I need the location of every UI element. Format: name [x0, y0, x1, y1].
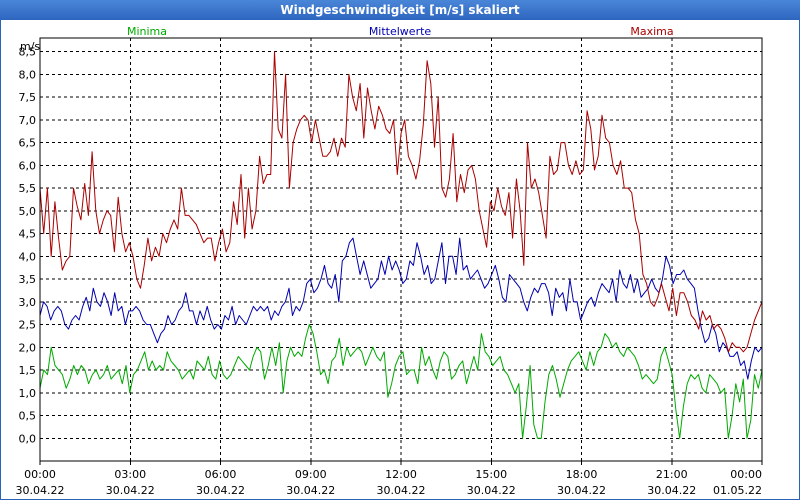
y-tick-label: 5,0 [19, 205, 37, 218]
grid-lines [40, 38, 762, 461]
x-tick-time: 15:00 [475, 468, 507, 481]
x-tick-date: 30.04.22 [377, 484, 426, 497]
x-tick-date: 30.04.22 [286, 484, 335, 497]
series-line-maxima [39, 51, 763, 353]
x-tick-time: 12:00 [385, 468, 417, 481]
x-tick-date: 30.04.22 [106, 484, 155, 497]
x-tick-time: 06:00 [205, 468, 237, 481]
x-tick-time: 09:00 [295, 468, 327, 481]
y-tick-label: 4,0 [19, 250, 37, 263]
series-line-minima [39, 324, 763, 439]
x-tick-time: 21:00 [656, 468, 688, 481]
x-tick-date: 01.05.22 [713, 484, 762, 497]
x-tick-time: 00:00 [24, 468, 56, 481]
y-tick-label: 2,0 [19, 341, 37, 354]
y-tick-label: 8,0 [19, 68, 37, 81]
y-tick-label: 4,5 [19, 228, 37, 241]
x-tick-date: 30.04.22 [196, 484, 245, 497]
y-tick-label: 7,0 [19, 114, 37, 127]
y-tick-label: 6,0 [19, 159, 37, 172]
y-tick-label: 0,0 [19, 432, 37, 445]
x-tick-date: 30.04.22 [467, 484, 516, 497]
y-tick-label: 7,5 [19, 91, 37, 104]
y-tick-labels: 0,0 0,5 1,0 1,5 2,0 2,5 3,0 3,5 4,0 4,5 5,0 5,5 6,0 6… [19, 46, 37, 446]
legend-minima: Minima [127, 25, 167, 38]
chart-title: Windgeschwindigkeit [m/s] skaliert [0, 0, 800, 20]
legend-maxima: Maxima [630, 25, 673, 38]
x-tick-date: 30.04.22 [647, 484, 696, 497]
series-lines [39, 51, 763, 439]
x-tick-date: 30.04.22 [557, 484, 606, 497]
y-tick-label: 6,5 [19, 137, 37, 150]
y-tick-label: 8,5 [19, 46, 37, 59]
x-tick-time: 00:00 [730, 468, 762, 481]
y-tick-label: 3,0 [19, 296, 37, 309]
x-tick-labels: 00:00 30.04.22 03:00 30.04.22 06:00 30.04.22 0… [16, 461, 763, 497]
legend-mittelwerte: Mittelwerte [369, 25, 432, 38]
x-tick-time: 18:00 [566, 468, 598, 481]
y-tick-label: 1,5 [19, 364, 37, 377]
x-tick-time: 03:00 [114, 468, 146, 481]
y-tick-label: 5,5 [19, 182, 37, 195]
x-tick-date: 30.04.22 [16, 484, 65, 497]
y-tick-label: 3,5 [19, 273, 37, 286]
y-tick-label: 0,5 [19, 410, 37, 423]
series-line-mittelwerte [39, 237, 763, 380]
legend: Minima Mittelwerte Maxima [127, 25, 674, 38]
y-tick-label: 2,5 [19, 319, 37, 332]
y-tick-label: 1,0 [19, 387, 37, 400]
y-axis-label: m/s [20, 40, 40, 53]
